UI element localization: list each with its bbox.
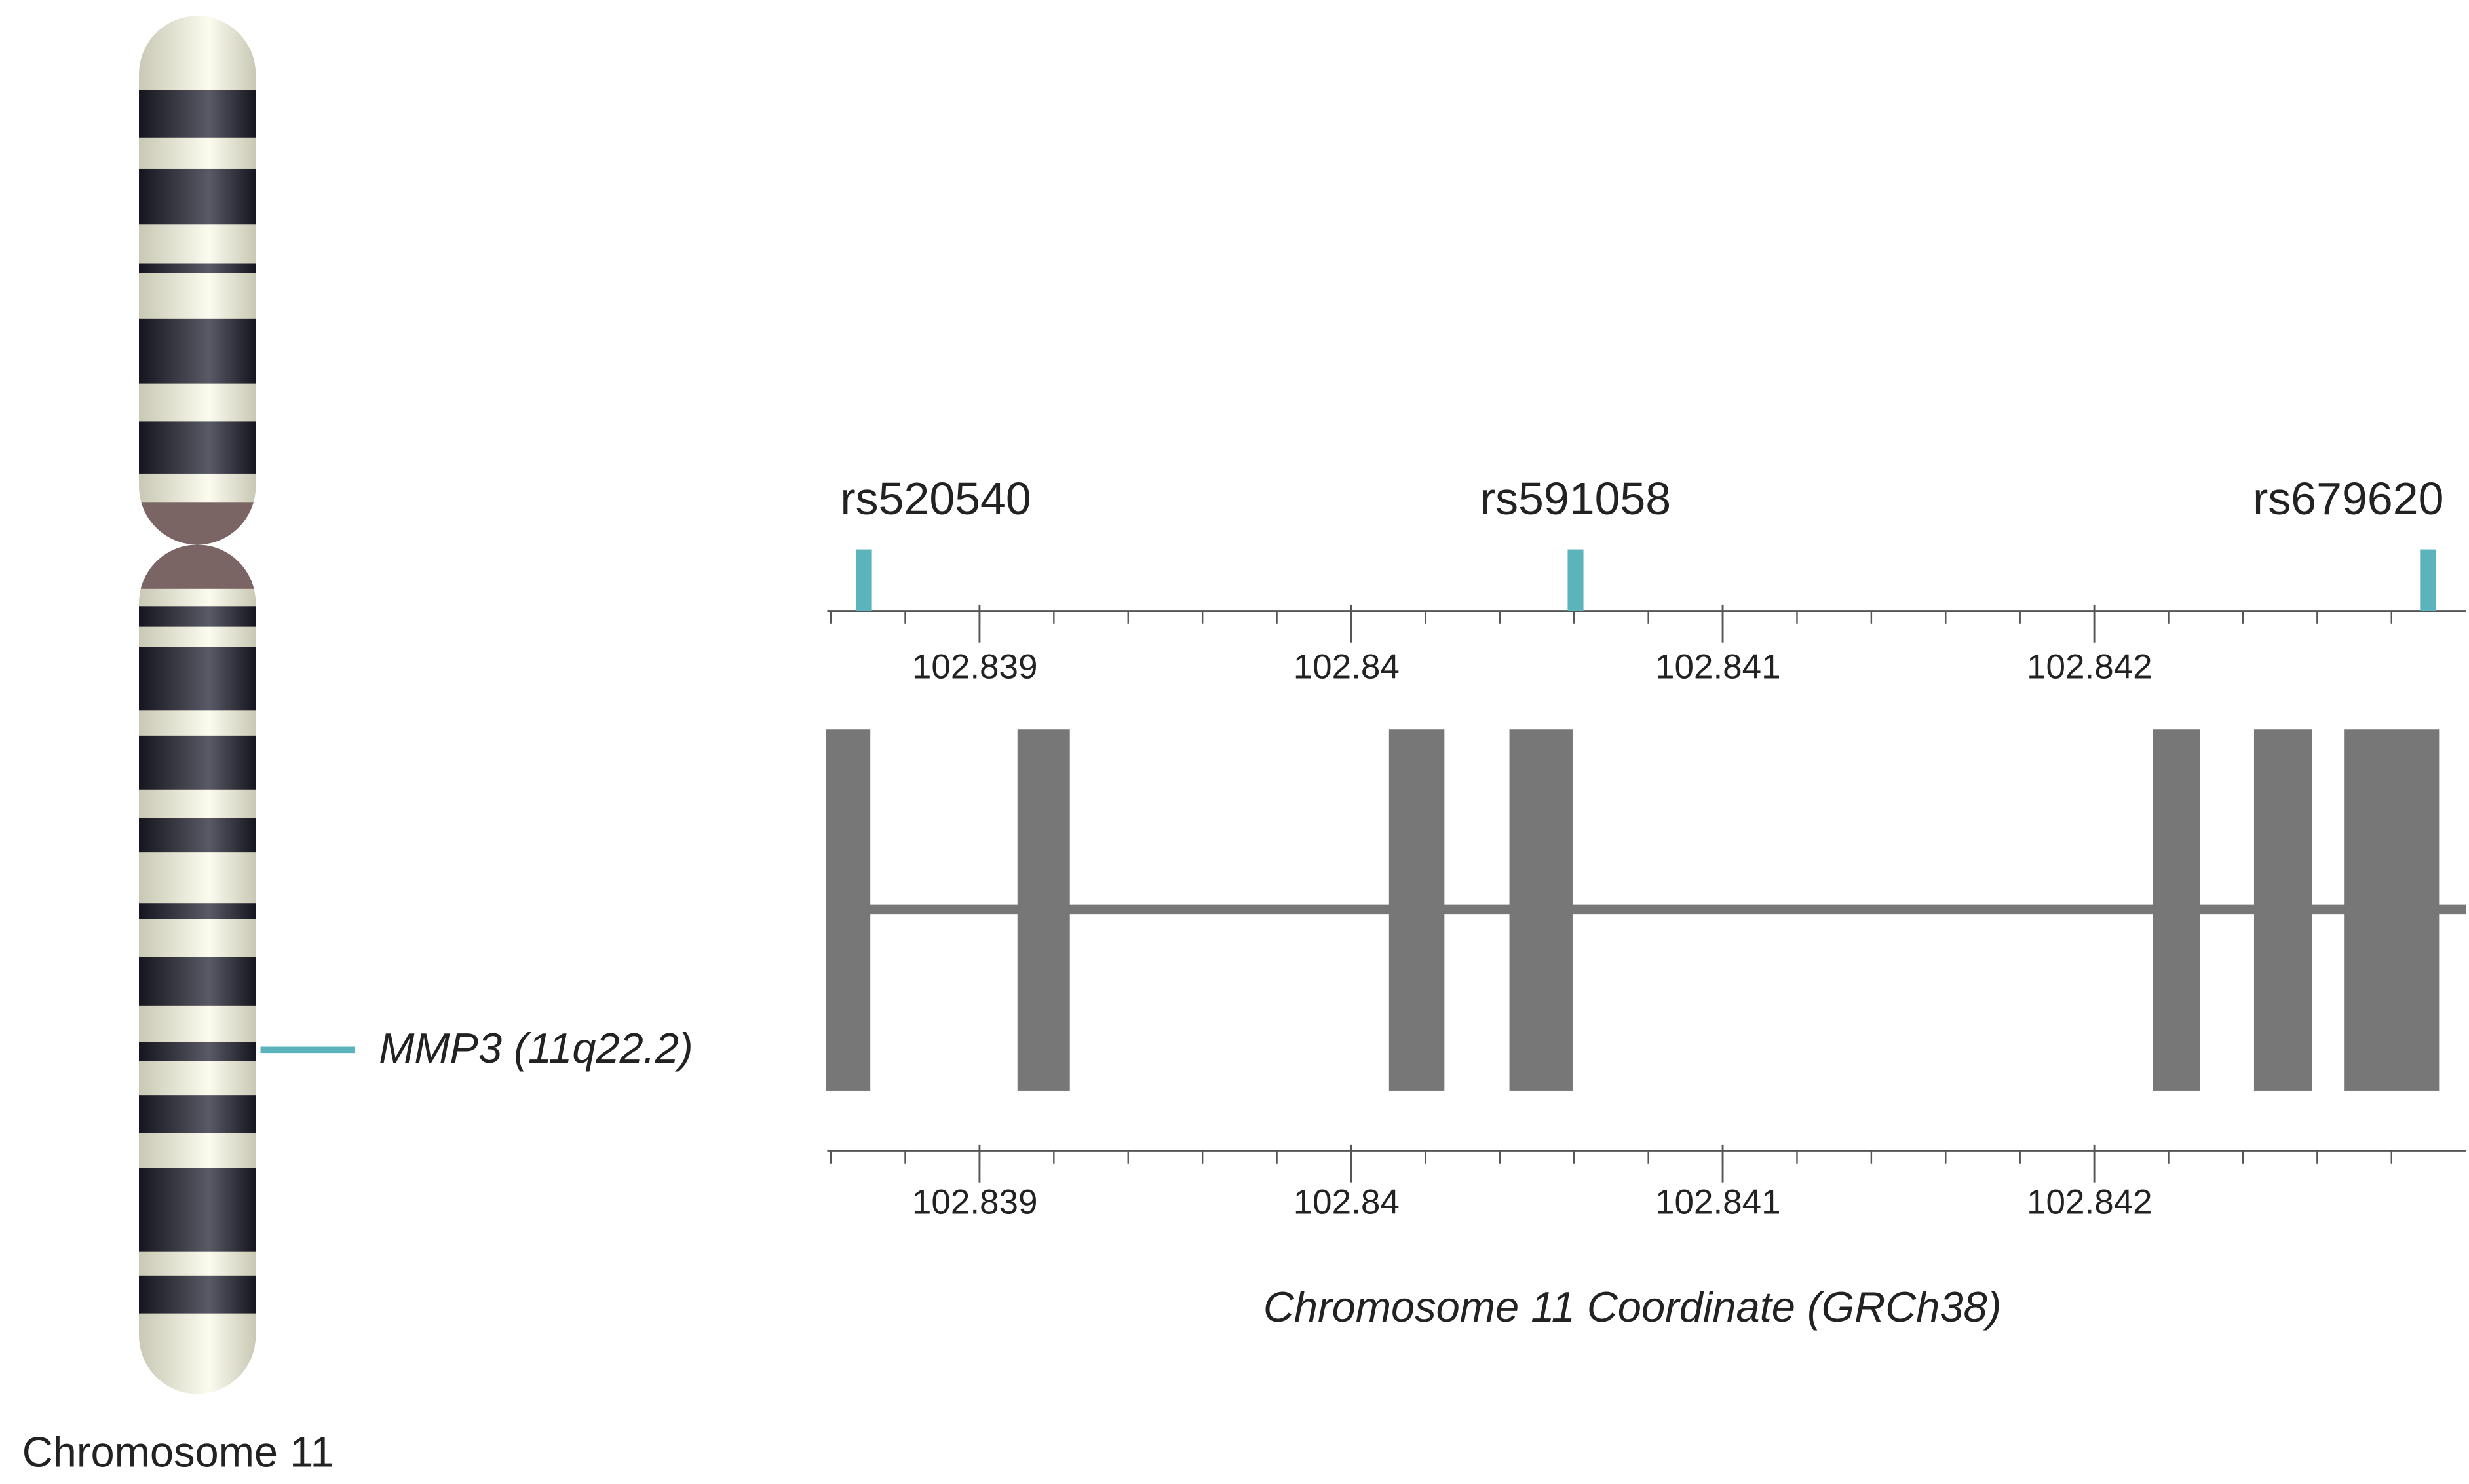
tick-label: 102.842	[2027, 648, 2153, 687]
tick-label: 102.84	[1293, 648, 1400, 687]
exon	[1509, 729, 1573, 1091]
tick-label: 102.841	[1655, 648, 1781, 687]
exon	[1388, 729, 1445, 1091]
snp-marker	[856, 549, 872, 611]
snp-label: rs520540	[840, 473, 1031, 524]
chromosome-ideogram	[139, 16, 256, 1394]
tick-label: 102.839	[912, 1183, 1038, 1221]
chromosome-label: Chromosome 11	[22, 1428, 334, 1476]
exon	[2153, 729, 2200, 1091]
snp-marker	[1567, 549, 1584, 611]
axis-title: Chromosome 11 Coordinate (GRCh38)	[1263, 1283, 2002, 1331]
gene-label: MMP3 (11q22.2)	[379, 1024, 693, 1072]
tick-label: 102.841	[1655, 1183, 1781, 1221]
exon	[1017, 729, 1070, 1091]
tick-label: 102.839	[912, 648, 1038, 687]
snp-marker	[2420, 549, 2436, 611]
exon	[2253, 729, 2312, 1091]
snp-label: rs591058	[1480, 473, 1671, 524]
tick-label: 102.84	[1293, 1183, 1400, 1221]
tick-label: 102.842	[2027, 1183, 2153, 1221]
snp-label: rs679620	[2253, 473, 2443, 524]
exon	[2344, 729, 2440, 1091]
exon	[826, 729, 871, 1091]
